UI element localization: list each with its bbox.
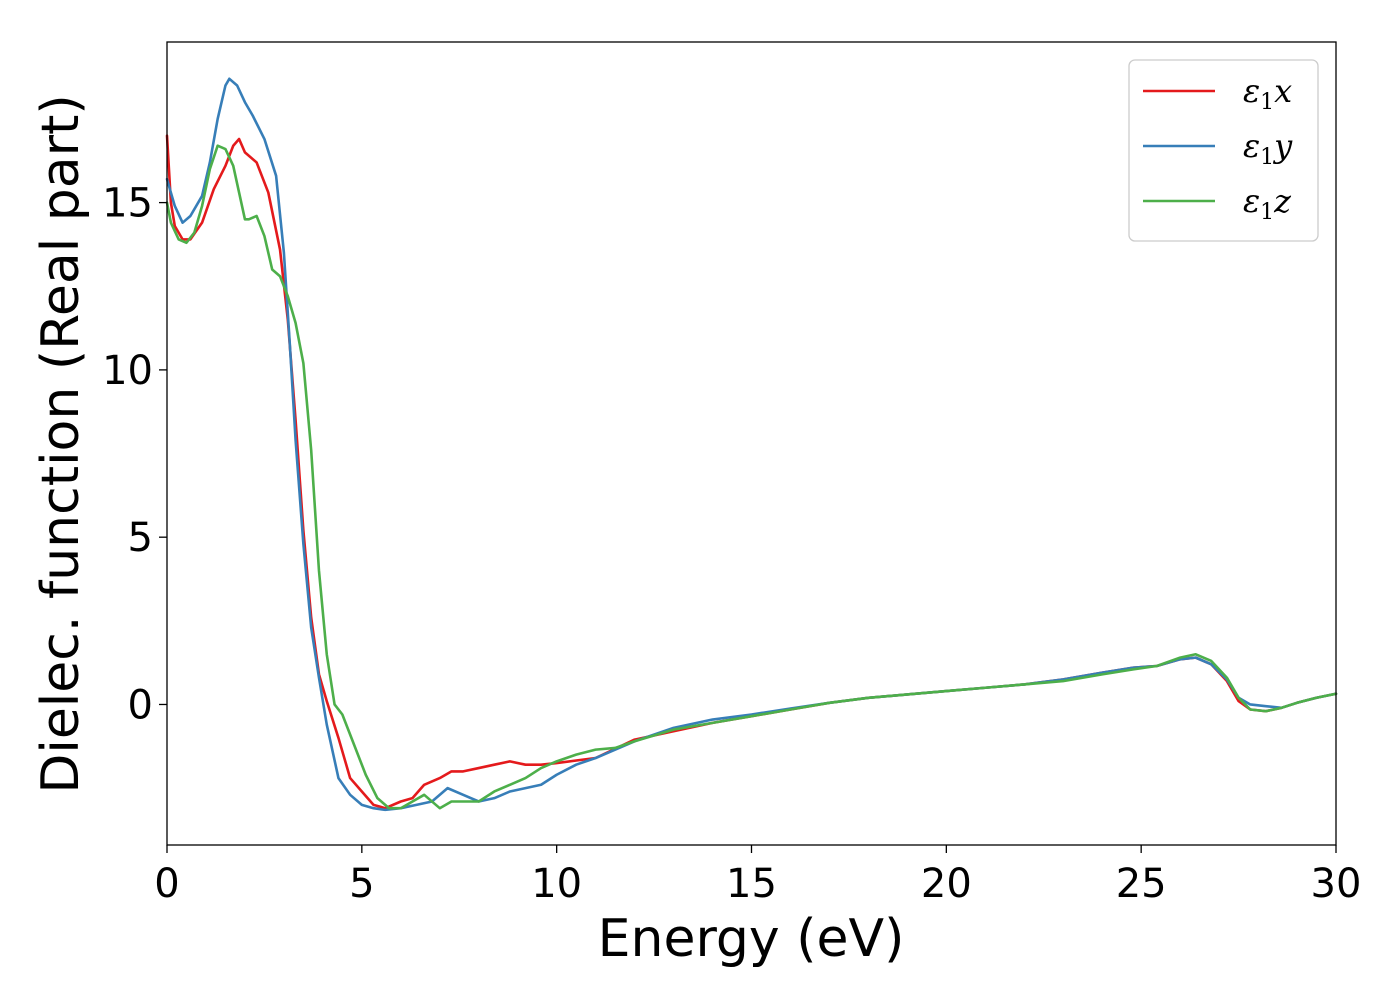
y-axis-title: Dielec. function (Real part) bbox=[31, 94, 91, 793]
x-tick-label: 10 bbox=[531, 861, 582, 907]
series-group bbox=[165, 77, 1338, 812]
x-tick-label: 30 bbox=[1311, 861, 1362, 907]
y-tick-label: 5 bbox=[128, 515, 153, 561]
x-tick-label: 5 bbox=[349, 861, 374, 907]
legend-box bbox=[1128, 59, 1319, 242]
x-tick-label: 0 bbox=[154, 861, 179, 907]
y-axis-ticks: 0 5 10 15 bbox=[102, 181, 167, 728]
y-tick-label: 0 bbox=[128, 682, 153, 728]
legend-label-y: ε1y bbox=[1243, 127, 1293, 170]
x-tick-label: 25 bbox=[1116, 861, 1167, 907]
x-tick-label: 20 bbox=[921, 861, 972, 907]
legend: ε1x ε1y ε1z bbox=[1128, 59, 1319, 242]
legend-label-z: ε1z bbox=[1243, 182, 1292, 225]
x-axis-ticks: 0 5 10 15 20 25 30 bbox=[154, 845, 1361, 907]
series-line-z bbox=[165, 144, 1338, 810]
y-tick-label: 10 bbox=[102, 348, 153, 394]
y-tick-label: 15 bbox=[102, 181, 153, 227]
x-axis-title: Energy (eV) bbox=[598, 909, 905, 969]
legend-label-x: ε1x bbox=[1243, 72, 1292, 115]
x-tick-label: 15 bbox=[726, 861, 777, 907]
